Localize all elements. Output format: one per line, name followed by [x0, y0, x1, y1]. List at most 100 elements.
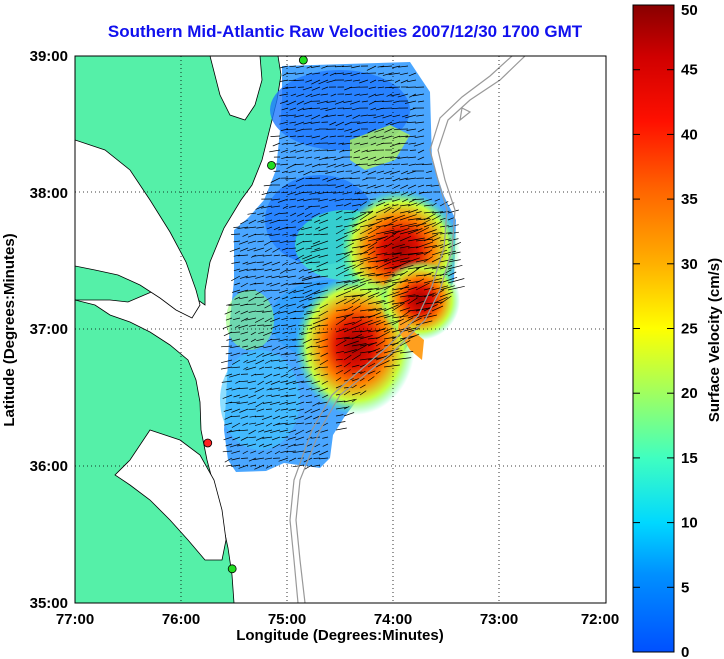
velocity-vector	[305, 233, 313, 236]
velocity-vector	[329, 198, 337, 202]
velocity-vector	[423, 233, 439, 242]
velocity-vector	[396, 142, 409, 145]
velocity-vector	[320, 233, 329, 235]
velocity-vector	[237, 226, 249, 230]
velocity-vector	[237, 289, 249, 294]
colorbar-tick-label: 30	[681, 256, 698, 273]
velocity-vector	[407, 297, 418, 305]
y-tick: 37:00	[30, 321, 68, 338]
velocity-vector	[280, 408, 289, 411]
velocity-vector	[314, 128, 321, 131]
velocity-vector	[287, 324, 297, 328]
velocity-vector	[264, 233, 273, 236]
velocity-vector	[280, 450, 289, 454]
velocity-vector	[231, 422, 241, 428]
velocity-vector	[229, 401, 241, 404]
velocity-vector	[249, 415, 257, 418]
velocity-vector	[398, 65, 409, 68]
velocity-vector	[288, 408, 297, 411]
velocity-vector	[351, 256, 371, 263]
velocity-vector	[399, 235, 412, 242]
velocity-vector	[276, 219, 289, 222]
velocity-vector	[289, 149, 297, 153]
velocity-vector	[254, 317, 265, 323]
velocity-vector	[447, 241, 462, 249]
velocity-vector	[244, 303, 257, 306]
velocity-vector	[359, 256, 378, 263]
velocity-vector	[407, 217, 422, 221]
velocity-vector	[258, 429, 265, 433]
velocity-vector	[317, 191, 329, 195]
velocity-vector	[303, 254, 321, 262]
velocity-vector	[288, 282, 297, 286]
x-tick: 77:00	[56, 611, 94, 628]
velocity-vector	[329, 135, 337, 138]
y-axis-label: Latitude (Degrees:Minutes)	[1, 233, 18, 426]
velocity-vector	[290, 93, 297, 97]
velocity-vector	[296, 303, 305, 309]
velocity-vector	[378, 79, 385, 82]
velocity-vector	[375, 235, 388, 242]
velocity-vector	[243, 359, 249, 363]
velocity-vector	[352, 114, 361, 119]
velocity-vector	[420, 191, 433, 194]
velocity-vector	[413, 93, 425, 97]
velocity-vector	[335, 184, 345, 188]
velocity-vector	[407, 237, 425, 242]
velocity-vector	[235, 324, 241, 329]
velocity-vector	[377, 86, 385, 89]
velocity-vector	[285, 268, 297, 272]
velocity-field	[220, 62, 465, 472]
velocity-vector	[231, 289, 241, 293]
velocity-vector	[361, 135, 369, 138]
velocity-vector	[263, 345, 273, 349]
velocity-vector	[255, 296, 265, 299]
velocity-vector	[343, 202, 352, 207]
velocity-vector	[390, 156, 401, 159]
velocity-vector	[314, 366, 321, 370]
velocity-vector	[306, 65, 313, 69]
velocity-vector	[447, 264, 463, 270]
velocity-vector	[287, 275, 297, 278]
velocity-vector	[383, 291, 400, 298]
velocity-vector	[359, 79, 369, 84]
velocity-vector	[351, 319, 362, 326]
velocity-vector	[343, 406, 350, 410]
velocity-vector	[285, 380, 297, 385]
velocity-vector	[399, 264, 414, 270]
velocity-vector	[220, 366, 233, 370]
velocity-vector	[406, 79, 417, 83]
velocity-vector	[415, 294, 435, 298]
velocity-vector	[295, 436, 305, 441]
velocity-vector	[270, 282, 281, 287]
velocity-vector	[383, 327, 393, 333]
velocity-vector	[317, 331, 329, 334]
velocity-vector	[225, 373, 233, 377]
velocity-vector	[288, 79, 297, 82]
velocity-vector	[262, 261, 273, 266]
velocity-vector	[367, 273, 384, 277]
velocity-vector	[254, 415, 265, 418]
velocity-vector	[239, 296, 249, 300]
velocity-vector	[392, 198, 401, 202]
velocity-vector	[281, 261, 289, 266]
velocity-vector	[281, 254, 289, 257]
velocity-vector	[282, 233, 289, 236]
velocity-vector	[375, 93, 385, 96]
velocity-vector	[374, 128, 385, 133]
velocity-vector	[271, 198, 281, 201]
velocity-vector	[320, 429, 329, 433]
velocity-vector	[375, 370, 381, 375]
velocity-vector	[264, 317, 273, 323]
velocity-vector	[383, 219, 398, 228]
velocity-vector	[270, 324, 281, 329]
velocity-vector	[383, 273, 396, 277]
velocity-vector	[242, 233, 249, 237]
velocity-vector	[335, 290, 352, 298]
velocity-vector	[309, 191, 321, 195]
velocity-vector	[367, 362, 376, 368]
velocity-vector	[305, 359, 313, 363]
colorbar-tick-label: 35	[681, 191, 698, 208]
velocity-vector	[413, 142, 425, 147]
velocity-vector	[256, 310, 265, 312]
